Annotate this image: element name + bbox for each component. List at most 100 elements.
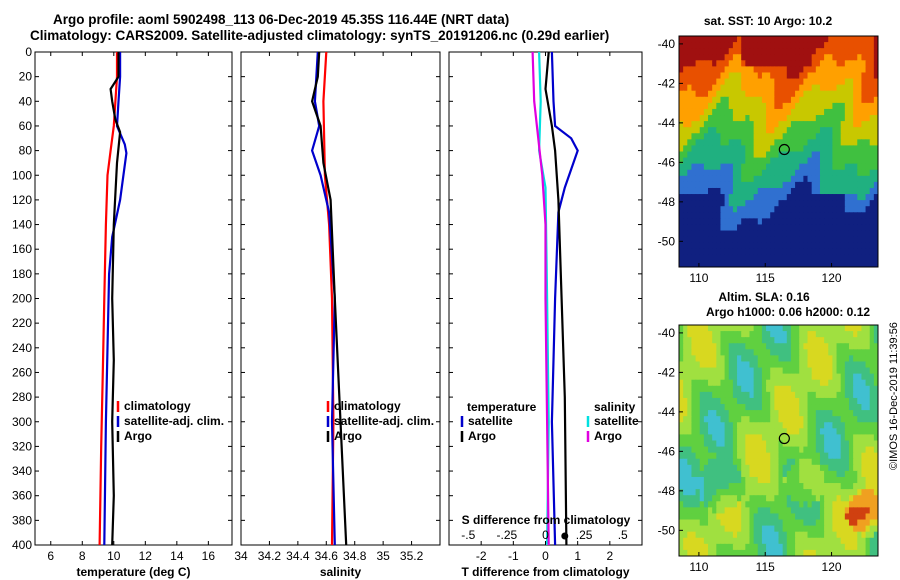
y-tick-label: 360 <box>12 489 32 503</box>
x-tick-label: 34 <box>234 549 248 563</box>
y-tick-label: 380 <box>12 513 32 527</box>
y-tick-label: -46 <box>658 444 676 458</box>
x-tick-label: 115 <box>756 271 775 285</box>
map-field <box>679 325 878 556</box>
x-axis-label: T difference from climatology <box>461 565 629 579</box>
series-line-satellite-adj-clim- <box>310 51 336 546</box>
x-axis-label: temperature (deg C) <box>76 565 190 579</box>
x-tick-label: 8 <box>79 549 86 563</box>
y-tick-label: -44 <box>658 116 676 130</box>
sla-map <box>678 324 879 557</box>
x-tick-label: 110 <box>689 271 708 285</box>
legend-label: Argo <box>334 429 362 443</box>
y-tick-label: 340 <box>12 464 32 478</box>
legend-title: temperature <box>467 400 537 414</box>
series-line-climatology <box>98 52 119 546</box>
figure-title-line2: Climatology: CARS2009. Satellite-adjuste… <box>30 28 610 43</box>
x-tick-label: 2 <box>606 549 613 563</box>
argo-location-marker <box>778 432 790 445</box>
y-tick-label: 400 <box>12 538 32 552</box>
legend-label: Argo <box>594 429 622 443</box>
figure-title-line1: Argo profile: aoml 5902498_113 06-Dec-20… <box>53 12 510 27</box>
y-tick-label: 320 <box>12 439 32 453</box>
argo-marker-dot <box>561 532 569 540</box>
plot-frame-temperature-panel <box>34 51 233 546</box>
y-tick-label: 280 <box>12 390 32 404</box>
y-tick-label: 300 <box>12 415 32 429</box>
sst-map <box>678 35 879 268</box>
x-tick-label: 1 <box>574 549 581 563</box>
y-tick-label: 60 <box>19 119 33 133</box>
x-tick-label: -2 <box>476 549 487 563</box>
y-tick-label: 260 <box>12 365 32 379</box>
map-title: sat. SST: 10 Argo: 10.2 <box>704 14 833 28</box>
y-tick-label: 100 <box>12 168 32 182</box>
x-tick-label: 120 <box>822 560 842 574</box>
y-tick-label: 0 <box>25 45 32 59</box>
legend-label: Argo <box>124 429 152 443</box>
y-tick-label: -42 <box>658 76 676 90</box>
y-tick-label: -46 <box>658 155 676 169</box>
map-title: Altim. SLA: 0.16 <box>718 290 810 304</box>
y-tick-label: -40 <box>658 326 676 340</box>
secondary-tick-label: -.5 <box>461 528 475 542</box>
y-tick-label: -48 <box>658 195 676 209</box>
y-tick-label: 160 <box>12 242 32 256</box>
map-frame <box>678 324 879 557</box>
y-tick-label: 40 <box>19 94 33 108</box>
y-tick-label: 120 <box>12 193 32 207</box>
secondary-tick-label: 0 <box>542 528 549 542</box>
argo-location-marker <box>778 143 790 156</box>
x-tick-label: 34.4 <box>286 549 310 563</box>
secondary-axis-label: S difference from climatology <box>462 513 631 527</box>
plot-frame-salinity-panel <box>240 51 441 546</box>
legend-label: Argo <box>468 429 496 443</box>
x-tick-label: 35.2 <box>400 549 424 563</box>
secondary-tick-label: .25 <box>576 528 593 542</box>
y-tick-label: 20 <box>19 70 33 84</box>
legend-label: satellite-adj. clim. <box>334 414 434 428</box>
legend-label: satellite <box>594 414 639 428</box>
x-tick-label: 120 <box>822 271 842 285</box>
legend-label: climatology <box>334 399 401 413</box>
y-tick-label: -48 <box>658 484 676 498</box>
legend-label: satellite-adj. clim. <box>124 414 224 428</box>
x-tick-label: -1 <box>508 549 519 563</box>
series-line-satellite-adj-clim- <box>103 52 128 546</box>
y-tick-label: -40 <box>658 37 676 51</box>
series-line-temperature-satellite <box>550 51 579 546</box>
x-tick-label: 110 <box>689 560 708 574</box>
y-tick-label: -50 <box>658 234 676 248</box>
x-tick-label: 10 <box>107 549 121 563</box>
y-tick-label: -50 <box>658 523 676 537</box>
series-line-argo <box>109 52 122 546</box>
x-tick-label: 6 <box>47 549 54 563</box>
y-tick-label: 240 <box>12 341 32 355</box>
x-tick-label: 35 <box>376 549 390 563</box>
y-tick-label: 180 <box>12 267 32 281</box>
series-line-salinity-satellite <box>537 51 550 546</box>
series-line-argo <box>310 51 348 546</box>
y-tick-label: 140 <box>12 218 32 232</box>
legend-label: climatology <box>124 399 191 413</box>
x-tick-label: 115 <box>756 560 775 574</box>
y-tick-label: 200 <box>12 292 32 306</box>
x-tick-label: 34.6 <box>315 549 339 563</box>
x-axis-label: salinity <box>320 565 362 579</box>
x-tick-label: 16 <box>202 549 216 563</box>
legend-label: satellite <box>468 414 513 428</box>
map-field <box>679 36 878 267</box>
series-line-salinity-argo <box>531 51 550 546</box>
x-tick-label: 12 <box>139 549 153 563</box>
y-tick-label: 220 <box>12 316 32 330</box>
y-tick-label: -44 <box>658 405 676 419</box>
map-frame <box>678 35 879 268</box>
imos-credit: ©IMOS 16-Dec-2019 11:39:56 <box>888 322 900 470</box>
x-tick-label: 14 <box>170 549 184 563</box>
series-line-temperature-argo <box>544 51 568 546</box>
secondary-tick-label: -.25 <box>497 528 518 542</box>
x-tick-label: 34.2 <box>258 549 282 563</box>
secondary-tick-label: .5 <box>618 528 628 542</box>
x-tick-label: 34.8 <box>343 549 367 563</box>
